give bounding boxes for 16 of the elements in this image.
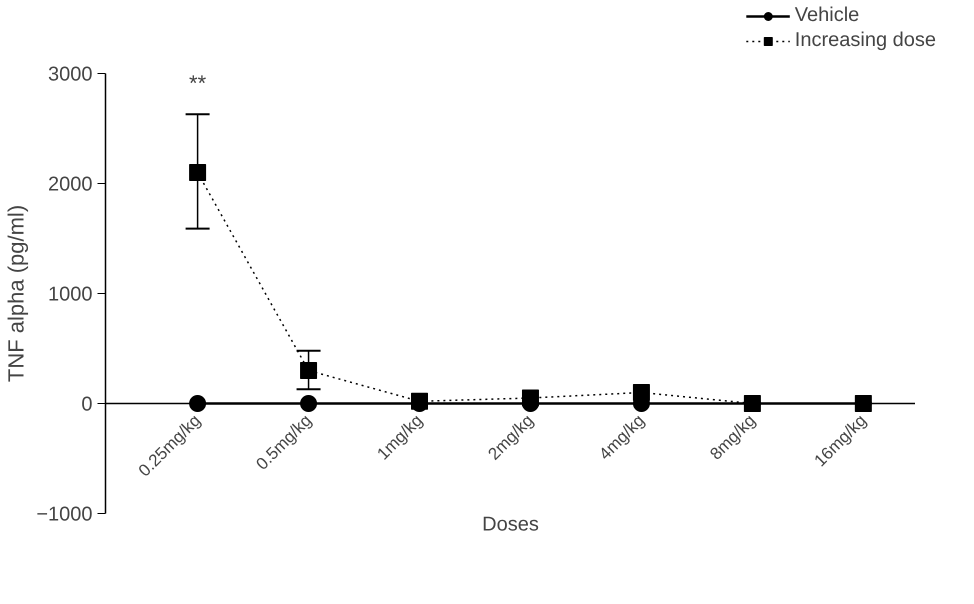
point [189,164,206,181]
point [300,362,318,379]
legend-label: Increasing dose [794,29,936,52]
y-tick-label: 2000 [48,174,93,196]
y-tick-label: 3000 [48,64,93,86]
point [522,390,539,406]
y-tick-label: −1000 [36,504,92,526]
y-axis-title: TNF alpha (pg/ml) [3,204,28,382]
point [744,395,761,412]
point [632,384,650,401]
legend-label: Vehicle [794,4,860,27]
y-tick-label: 1000 [48,284,93,306]
x-axis-title: Doses [482,514,539,536]
annotation: ** [189,70,207,96]
y-tick-label: 0 [81,394,92,416]
point [854,395,872,412]
